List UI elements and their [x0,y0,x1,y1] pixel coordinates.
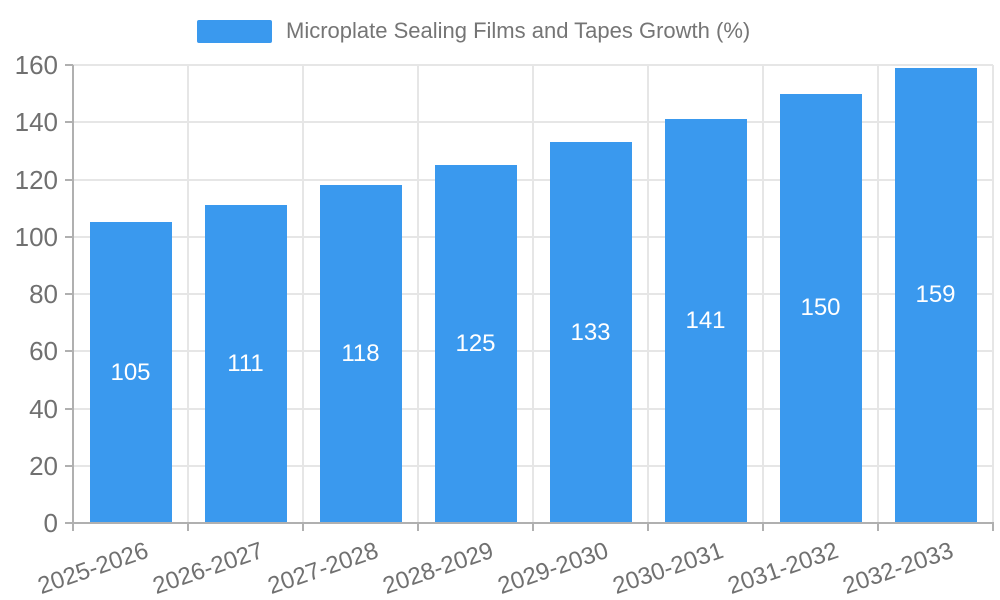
x-axis-tick [417,523,419,531]
bar[interactable] [434,165,517,523]
y-axis-tick [65,522,73,524]
y-axis-tick [65,178,73,181]
y-axis-label: 20 [29,450,58,481]
bar-value-label: 125 [455,330,496,358]
x-gridline [877,65,879,523]
bar-value-label: 159 [915,281,956,309]
y-axis-label: 60 [29,336,58,367]
bar-value-label: 105 [110,358,151,386]
x-axis-tick [532,523,534,531]
y-axis-tick [65,293,73,295]
bar[interactable] [664,119,747,523]
bar-value-label: 150 [800,294,841,322]
x-axis-tick [72,523,74,531]
x-gridline [532,65,534,523]
legend-swatch-icon [197,19,272,43]
y-axis-tick [65,121,73,124]
x-axis-tick [647,523,649,531]
x-gridline [762,65,764,523]
y-axis-tick [65,64,73,66]
y-axis-label: 40 [29,393,58,424]
x-axis-line [72,522,994,524]
x-axis-tick [877,523,879,531]
y-axis-tick [65,407,73,410]
y-axis-tick [65,350,73,353]
x-axis-tick [762,523,764,531]
x-axis-tick [992,523,994,531]
bar[interactable] [204,205,287,523]
y-axis-label: 120 [14,164,58,195]
bar-value-label: 141 [685,307,726,335]
bar-value-label: 118 [341,340,380,368]
bar[interactable] [779,93,862,523]
bar[interactable] [549,142,632,523]
bar-value-label: 111 [227,350,264,378]
x-gridline [647,65,649,523]
y-axis-tick [65,464,73,467]
y-axis-label: 100 [14,221,58,252]
x-axis-tick [302,523,304,531]
y-axis-label: 160 [14,50,58,80]
bar[interactable] [89,222,172,523]
y-axis-label: 80 [29,279,58,309]
bar[interactable] [894,67,977,523]
x-axis-tick [187,523,189,531]
y-axis-tick [65,235,73,238]
x-gridline [187,65,189,523]
legend[interactable]: Microplate Sealing Films and Tapes Growt… [197,18,750,44]
y-axis-label: 140 [14,107,58,138]
y-axis-line [72,65,74,525]
y-axis-label: 0 [43,508,58,538]
bar-value-label: 133 [570,318,611,346]
bar[interactable] [319,185,402,523]
x-gridline [302,65,304,523]
x-gridline [417,65,419,523]
x-gridline [992,65,994,523]
legend-label: Microplate Sealing Films and Tapes Growt… [286,18,751,43]
